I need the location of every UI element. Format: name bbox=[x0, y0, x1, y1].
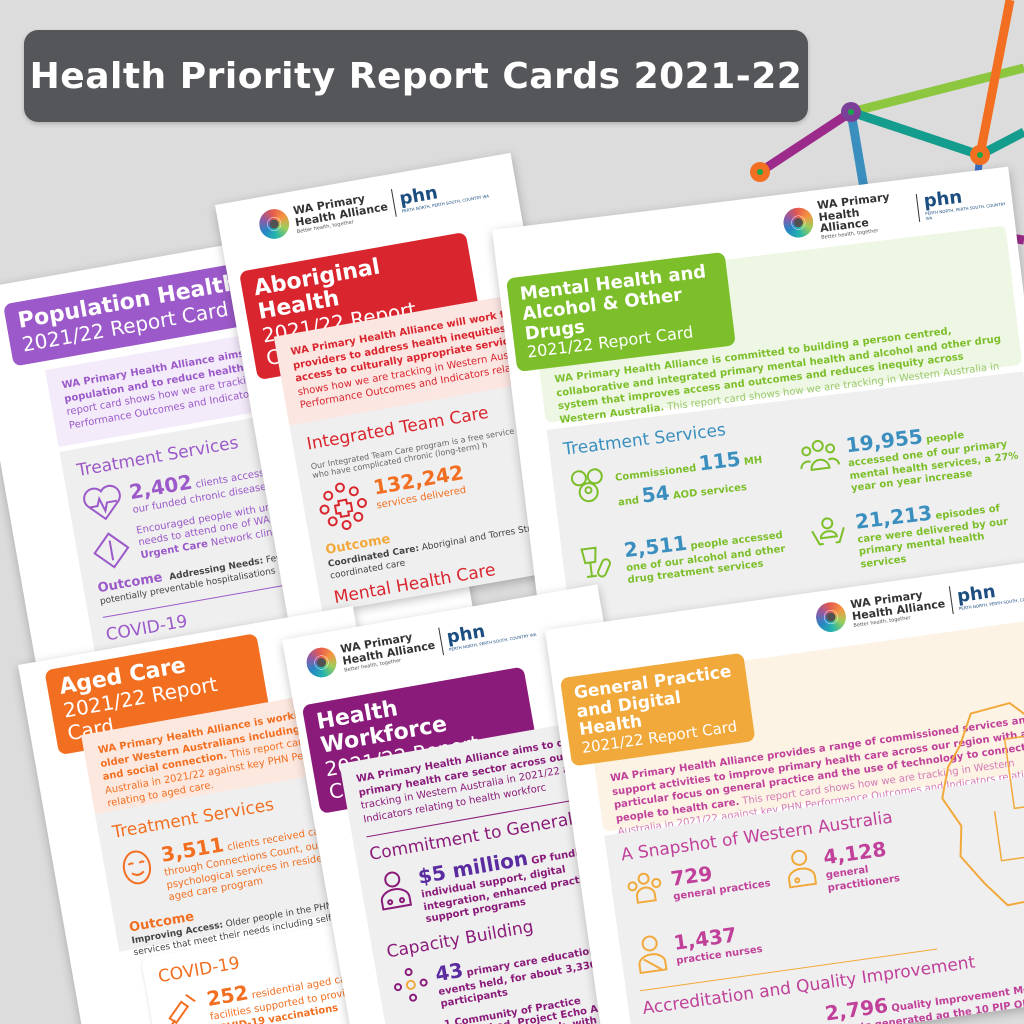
workforce-panel: WA Primary Health Alliance aims to de pr… bbox=[339, 717, 663, 1024]
stat-facilities-supported: 252 residential aged care facilities sup… bbox=[162, 958, 379, 1024]
stat-unit: GP bbox=[530, 853, 548, 867]
doctor-icon bbox=[373, 867, 415, 913]
western-australia-map bbox=[941, 701, 1024, 907]
stat-commissioned-services: Commissioned 115 MH and 54 AOD services bbox=[566, 441, 791, 530]
logo-separator bbox=[390, 189, 397, 217]
stat-episodes-of-care: 21,213 episodes of care were delivered b… bbox=[806, 489, 1024, 578]
stat-chronic-disease: 2,402 clients accessed one of our funded… bbox=[80, 449, 315, 526]
logo-burst-icon bbox=[256, 206, 292, 242]
logo-separator bbox=[915, 194, 921, 223]
stat-value: 4,128 bbox=[821, 836, 888, 870]
network-people-icon bbox=[390, 964, 432, 1006]
stat-gp-funding: $5 million GP funding for individual sup… bbox=[373, 831, 622, 935]
gears-person-icon bbox=[566, 463, 611, 508]
treatment-panel: Treatment Services Commissioned 115 MH a… bbox=[546, 371, 1024, 644]
title-banner: Health Priority Report Cards 2021-22 bbox=[24, 30, 808, 122]
stat-text: general practitioners bbox=[825, 864, 901, 894]
report-card-mental-health[interactable]: WA Primary Health Alliance Better health, … bbox=[492, 166, 1024, 647]
stat-value-aod: 54 bbox=[640, 480, 671, 508]
stat-tail: AOD services bbox=[672, 481, 748, 502]
logo-separator bbox=[438, 627, 444, 656]
stat-general-practices: 729 general practices bbox=[624, 853, 779, 923]
family-icon bbox=[624, 868, 666, 905]
stat-people-accessed-aod: 2,511 people accessed one of our alcohol… bbox=[575, 517, 800, 606]
hands-person-icon bbox=[806, 510, 851, 555]
stat-value: 43 bbox=[433, 957, 465, 986]
treatment-panel: Treatment Services 3,511 clients receive… bbox=[95, 768, 376, 958]
road-sign-icon bbox=[88, 527, 134, 573]
drink-pill-icon bbox=[575, 539, 620, 584]
syringe-icon bbox=[162, 989, 204, 1024]
report-card-aged-care[interactable]: Aged Care 2021/22 Report Card WA Primary… bbox=[18, 605, 426, 1024]
smiling-face-icon bbox=[116, 845, 158, 891]
logo-burst-icon bbox=[781, 206, 815, 240]
stat-clients-received-care: 3,511 clients received care through Conn… bbox=[116, 811, 355, 913]
heart-pulse-icon bbox=[80, 482, 126, 524]
page-title: Health Priority Report Cards 2021-22 bbox=[29, 55, 803, 97]
care-circle-icon bbox=[314, 477, 372, 535]
stat-pre: Commissioned bbox=[614, 462, 697, 484]
stat-people-accessed-mh: 19,955 people accessed one of our primar… bbox=[797, 413, 1022, 502]
report-card-general-practice[interactable]: WA Primary Health Alliance Better health, … bbox=[545, 557, 1024, 1024]
snapshot-panel: A Snapshot of Western Australia 729 gener… bbox=[604, 701, 1024, 1024]
nurse-icon bbox=[633, 932, 670, 975]
covid-panel: COVID-19 252 residential aged care facil… bbox=[140, 916, 398, 1024]
doctor-icon bbox=[782, 847, 819, 889]
group-people-icon bbox=[797, 435, 841, 474]
logo-burst-icon bbox=[304, 645, 339, 680]
stat-educational-events: 43 primary care educational events held,… bbox=[390, 928, 637, 1019]
stat-value-mh: 115 bbox=[697, 446, 742, 476]
integrated-team-care-panel: Integrated Team Care Our Integrated Team… bbox=[289, 379, 584, 619]
treatment-panel: Treatment Services 2,402 clients accesse… bbox=[59, 406, 373, 777]
stat-practice-nurses: 1,437 practice nurses bbox=[633, 916, 787, 975]
report-card-health-workforce[interactable]: WA Primary Health Alliance Better health, … bbox=[282, 584, 676, 1024]
stat-general-practitioners: 4,128 general practitioners bbox=[782, 830, 937, 900]
stat-urgent-care: Encouraged people with urgent care needs… bbox=[88, 493, 323, 573]
logo-burst-icon bbox=[814, 600, 848, 635]
logo-separator bbox=[948, 586, 954, 615]
report-card-aboriginal-health[interactable]: WA Primary Health Alliance Better health, … bbox=[215, 152, 584, 619]
report-card-population-health[interactable]: Population Health 2021/22 Report Card WA… bbox=[0, 213, 494, 803]
stat-services-delivered: 132,242 services delivered bbox=[314, 445, 556, 535]
